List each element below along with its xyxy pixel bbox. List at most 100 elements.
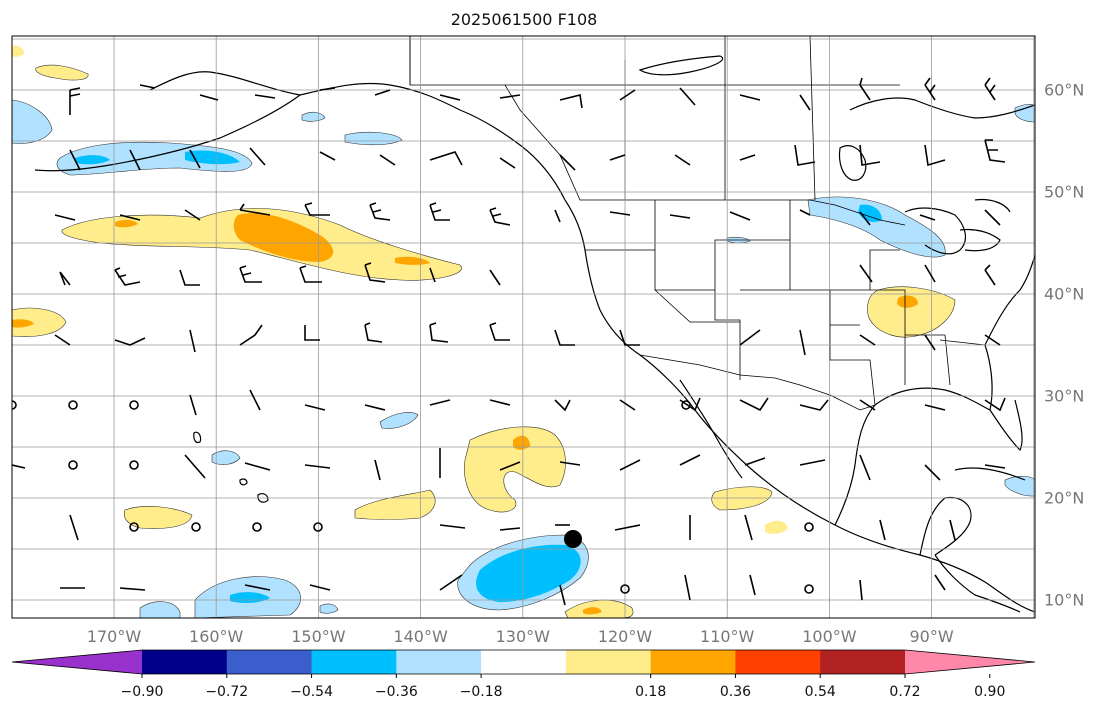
wind-barb — [429, 322, 449, 343]
wind-barb — [984, 139, 1006, 163]
colorbar-segment — [735, 650, 821, 674]
positive-anomaly-area — [12, 307, 67, 337]
colorbar-tick-label: 0.54 — [804, 684, 836, 700]
wind-barb — [199, 94, 219, 101]
positive-anomaly-core — [583, 607, 602, 615]
wind-barbs — [12, 77, 1006, 606]
calm-circle — [68, 460, 78, 470]
longitude-label: 90°W — [909, 627, 954, 646]
wind-barb — [12, 464, 26, 469]
longitude-label: 150°W — [291, 627, 346, 646]
wind-barb — [239, 265, 262, 283]
latitude-label: 50°N — [1044, 182, 1085, 202]
wind-barb — [304, 464, 331, 469]
wind-barb — [69, 87, 81, 115]
coastlines — [34, 55, 1035, 613]
calm-circle — [129, 522, 139, 532]
positive-anomaly-area — [12, 45, 24, 57]
wind-barb — [684, 574, 691, 601]
wind-barb — [129, 149, 141, 171]
wind-barb — [249, 147, 266, 166]
wind-barb — [239, 203, 271, 216]
map-frame — [11, 35, 1036, 619]
wind-barb — [554, 329, 575, 346]
colorbar-segment — [311, 650, 397, 674]
calm-circle — [129, 400, 139, 410]
wind-barb — [304, 202, 330, 216]
wind-barb — [319, 87, 336, 91]
colorbar-segment — [650, 650, 736, 674]
positive-anomaly-area — [464, 426, 566, 513]
us-west-coast — [564, 199, 641, 356]
alaska-peninsula — [34, 94, 301, 172]
wind-barb — [319, 151, 336, 161]
longitude-label: 140°W — [393, 627, 448, 646]
colorbar-segment — [565, 650, 652, 674]
wind-barb — [949, 519, 956, 541]
wind-barb — [609, 154, 626, 161]
wind-barb — [559, 94, 583, 109]
wind-barb — [554, 399, 571, 412]
longitude-label: 160°W — [189, 627, 244, 646]
wind-barb — [799, 94, 811, 111]
negative-anomaly-area — [56, 141, 253, 176]
wind-barb — [439, 94, 461, 101]
wind-barb — [499, 157, 516, 169]
wind-barb — [439, 524, 466, 529]
colorbar-tick-label: 0.18 — [635, 684, 667, 700]
wind-barb — [924, 334, 936, 351]
wind-barb — [379, 154, 396, 166]
wind-barb — [859, 399, 876, 411]
wind-barb — [934, 574, 946, 591]
wind-barb — [799, 209, 811, 216]
us-canada-border — [409, 36, 906, 226]
wind-barb — [924, 77, 936, 101]
us-east-coast — [984, 254, 1035, 346]
wind-barb — [924, 464, 941, 481]
hawaii-island — [239, 478, 248, 486]
wind-barb — [799, 329, 806, 356]
wind-barb — [304, 325, 320, 341]
wind-barb — [369, 202, 391, 221]
wind-barb — [429, 202, 450, 221]
latitude-label: 60°N — [1044, 80, 1085, 100]
wind-barb — [559, 584, 566, 606]
wind-barb — [674, 154, 691, 166]
storm-position-marker — [564, 530, 582, 548]
map-title: 2025061500 F108 — [450, 10, 598, 29]
wind-barb — [179, 269, 200, 286]
wind-barb — [184, 209, 201, 221]
longitude-label: 120°W — [597, 627, 653, 646]
wind-barb — [879, 519, 886, 541]
calm-circle — [620, 584, 630, 594]
wind-barb — [984, 397, 1006, 412]
baja-east-coast — [679, 379, 743, 479]
graticule — [12, 36, 1035, 618]
positive-anomaly-area — [354, 489, 436, 520]
calm-circle — [129, 460, 139, 470]
wind-barb — [739, 154, 756, 161]
yucatan — [919, 496, 972, 556]
wind-barb — [119, 214, 141, 221]
negative-anomaly-area — [344, 131, 403, 146]
negative-anomaly-area — [319, 603, 339, 614]
wind-barb — [799, 459, 826, 466]
positive-anomaly-area — [123, 506, 193, 529]
wind-barb — [984, 464, 1006, 469]
wind-barb — [794, 144, 816, 166]
wind-barb — [609, 211, 631, 216]
latitude-label: 30°N — [1044, 386, 1085, 406]
wind-barb — [489, 322, 510, 341]
wind-barb — [669, 214, 691, 219]
positive-anomaly-area — [765, 520, 788, 534]
wind-barb — [749, 574, 756, 596]
longitude-label: 130°W — [495, 627, 550, 646]
great-lakes — [904, 198, 1011, 255]
wind-barb — [429, 399, 451, 406]
calm-circle — [804, 522, 814, 532]
negative-anomaly-area — [807, 196, 946, 258]
wind-barb — [679, 87, 696, 106]
latitude-label: 20°N — [1044, 488, 1085, 508]
colorbar-min-extension — [12, 650, 142, 674]
